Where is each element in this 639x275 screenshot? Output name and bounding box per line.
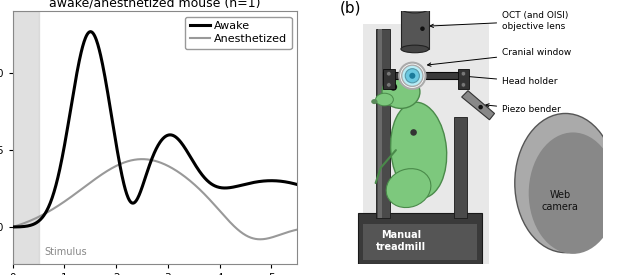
Text: Stimulus: Stimulus <box>45 247 88 257</box>
Awake <box>293 183 301 186</box>
Ellipse shape <box>528 133 617 254</box>
Circle shape <box>410 73 415 79</box>
Line: Awake: Awake <box>13 32 297 227</box>
Bar <box>383 69 395 89</box>
Awake <box>82 35 89 39</box>
Bar <box>13 11 38 264</box>
Ellipse shape <box>401 45 429 53</box>
Polygon shape <box>461 91 495 120</box>
Anesthetized <box>199 191 207 194</box>
Ellipse shape <box>515 114 616 253</box>
Ellipse shape <box>382 76 420 108</box>
Legend: Awake, Anesthetized: Awake, Anesthetized <box>185 16 291 49</box>
Circle shape <box>405 69 419 83</box>
Awake <box>177 141 185 144</box>
Awake <box>224 186 231 189</box>
Bar <box>378 29 382 218</box>
Anesthetized <box>82 184 89 188</box>
Anesthetized <box>256 238 264 241</box>
Ellipse shape <box>390 102 447 198</box>
Polygon shape <box>363 24 489 264</box>
Circle shape <box>410 129 417 136</box>
Bar <box>383 72 466 79</box>
Circle shape <box>399 63 426 89</box>
Polygon shape <box>363 224 477 260</box>
Text: Cranial window: Cranial window <box>427 48 571 66</box>
Circle shape <box>402 65 423 86</box>
Circle shape <box>420 26 425 31</box>
Text: Manual
treadmill: Manual treadmill <box>376 230 426 252</box>
Anesthetized <box>177 172 185 175</box>
Anesthetized <box>9 225 17 229</box>
Ellipse shape <box>376 93 394 106</box>
Bar <box>376 29 390 218</box>
Ellipse shape <box>386 169 431 208</box>
Line: Anesthetized: Anesthetized <box>13 159 297 239</box>
Awake <box>199 175 207 178</box>
Awake <box>87 30 95 33</box>
Text: Web
camera: Web camera <box>542 190 579 211</box>
Circle shape <box>461 82 466 87</box>
Text: OCT (and OISI)
objective lens: OCT (and OISI) objective lens <box>430 12 569 31</box>
Anesthetized <box>224 218 231 221</box>
Polygon shape <box>358 213 482 264</box>
Circle shape <box>387 82 391 87</box>
Bar <box>454 117 466 218</box>
Circle shape <box>479 105 483 109</box>
Anesthetized <box>293 228 301 231</box>
Ellipse shape <box>371 99 378 104</box>
Anesthetized <box>137 158 145 161</box>
Anesthetized <box>138 158 146 161</box>
Text: (b): (b) <box>340 1 362 16</box>
Title: Stimulus response in
awake/anesthetized mouse (n=1): Stimulus response in awake/anesthetized … <box>49 0 261 10</box>
Awake <box>138 186 146 189</box>
Anesthetized <box>59 201 67 204</box>
Awake <box>59 151 67 154</box>
Awake <box>9 225 17 229</box>
Text: Piezo bender: Piezo bender <box>486 104 561 114</box>
Bar <box>458 69 469 89</box>
Text: Head holder: Head holder <box>463 75 558 86</box>
Circle shape <box>461 72 466 76</box>
Ellipse shape <box>401 4 429 13</box>
Bar <box>401 9 429 49</box>
Circle shape <box>387 72 391 76</box>
Circle shape <box>390 83 397 91</box>
